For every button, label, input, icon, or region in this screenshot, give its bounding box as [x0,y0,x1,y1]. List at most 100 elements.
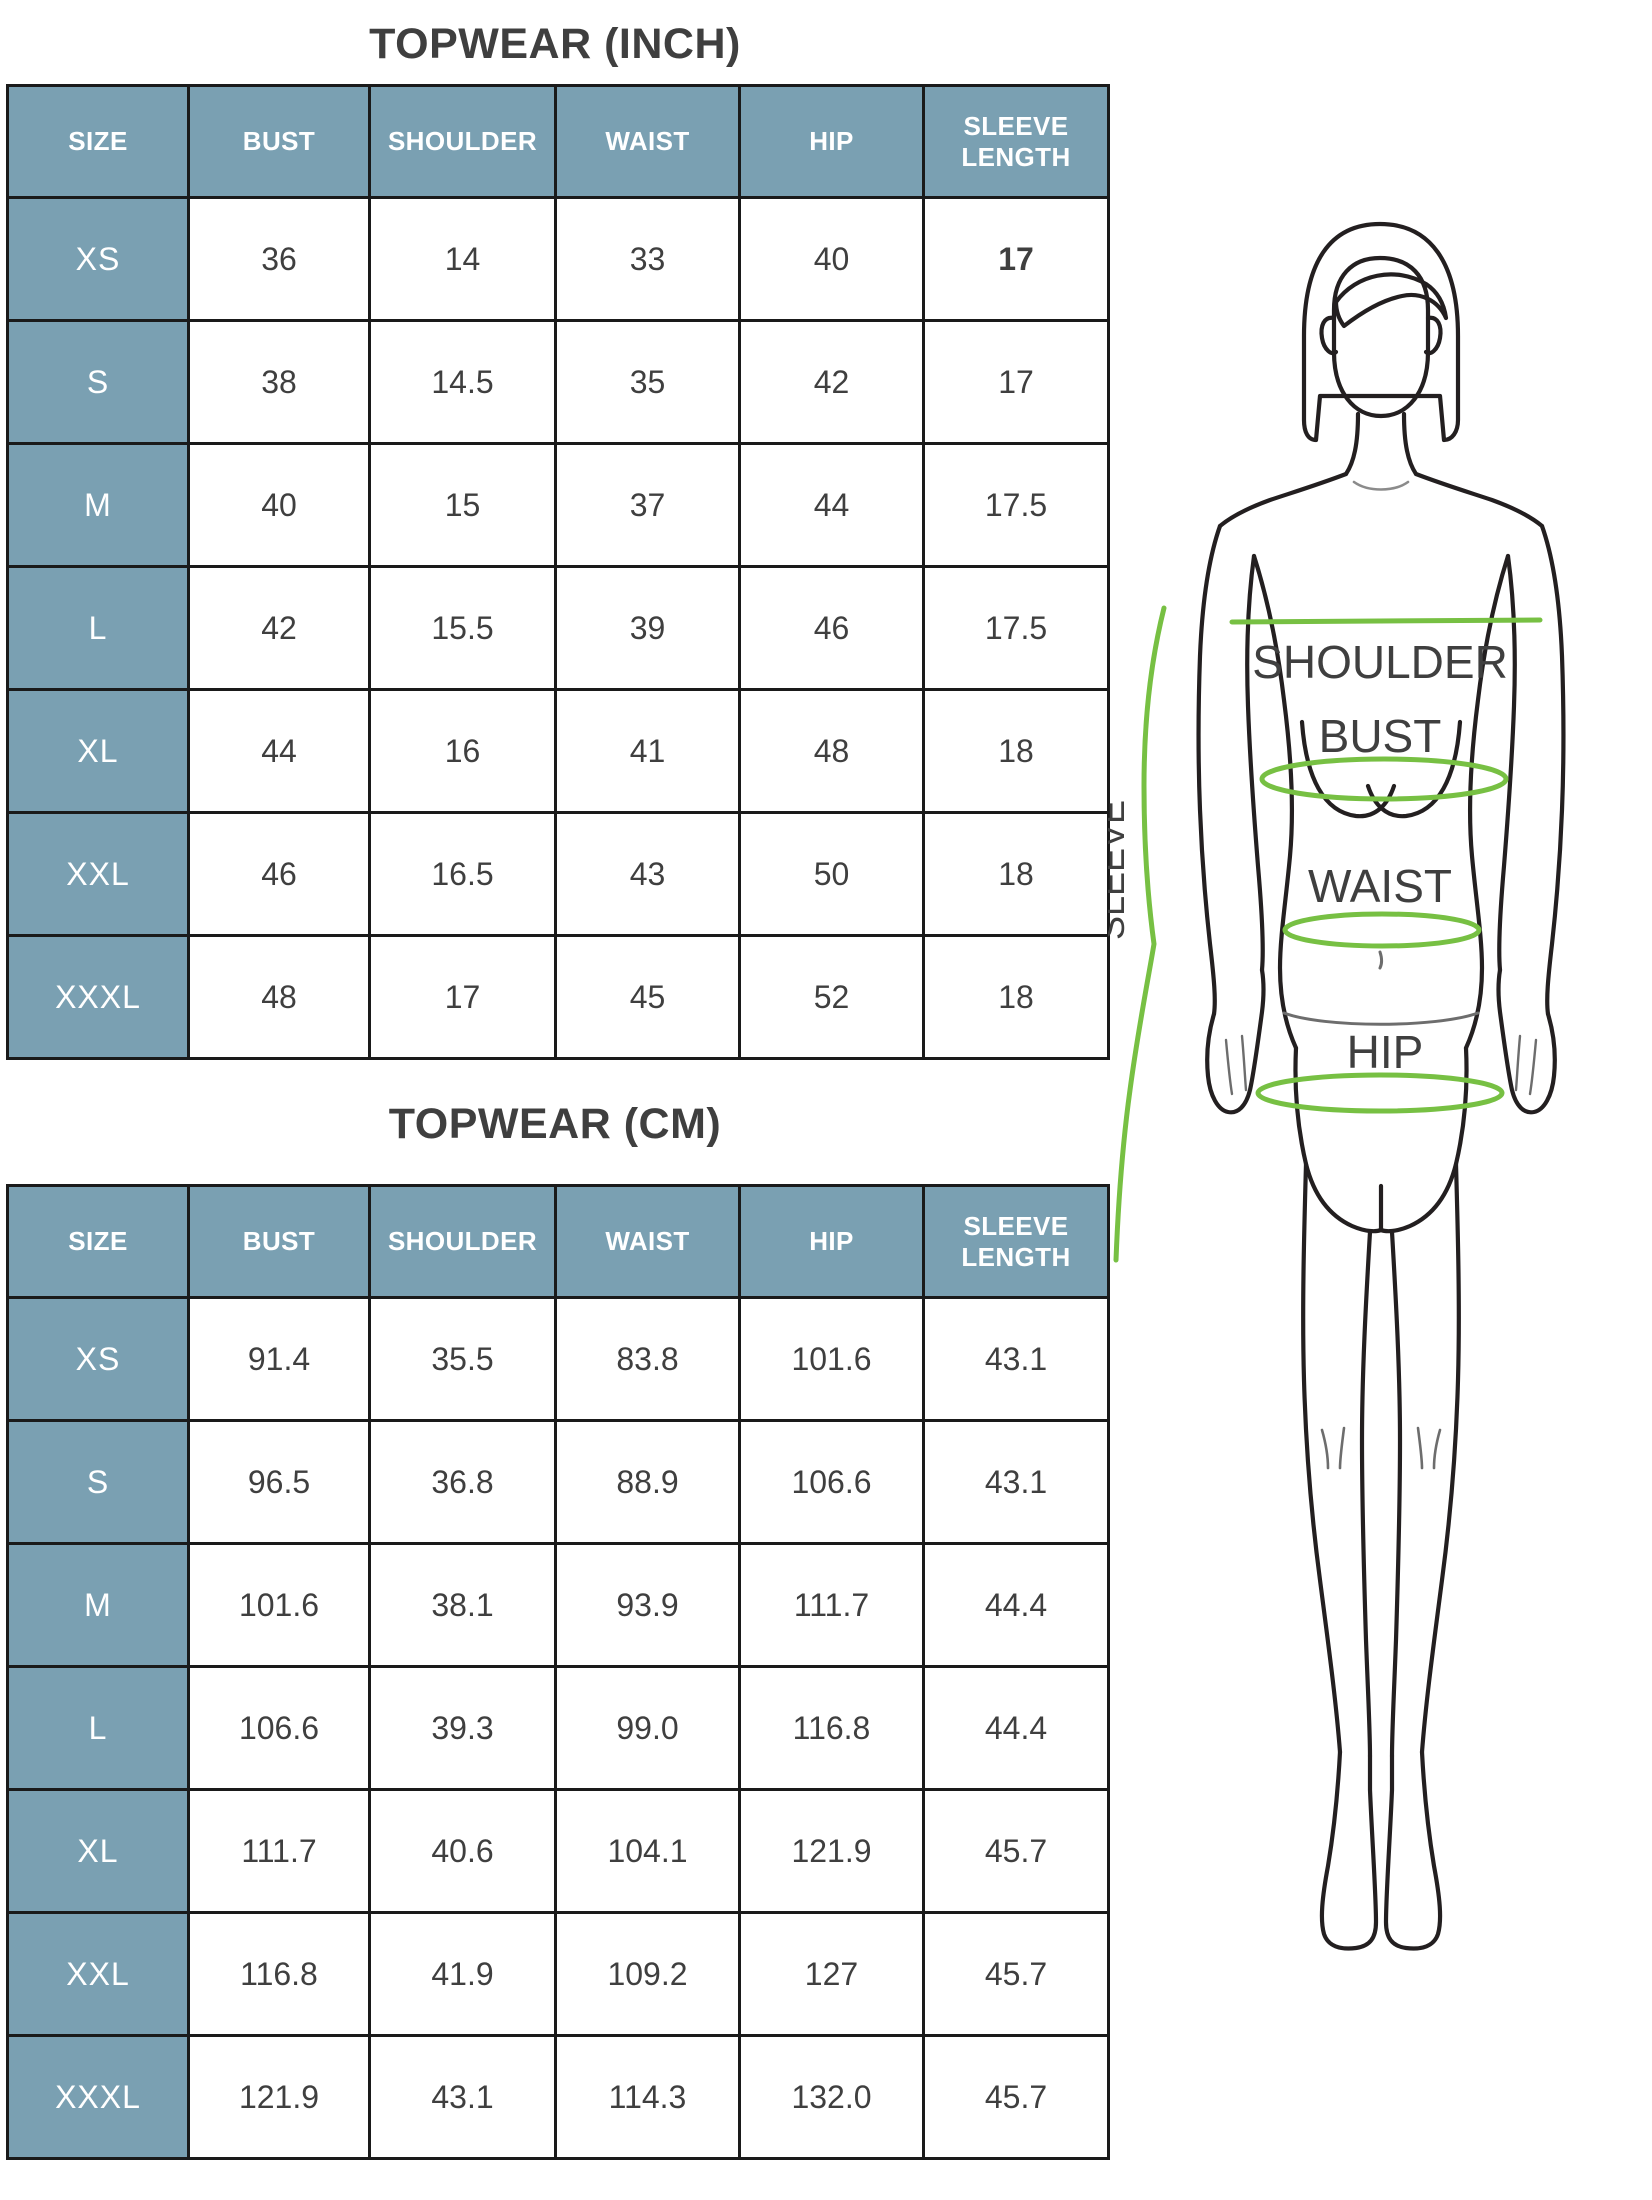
col-header-size: SIZE [6,84,190,199]
cell-hip: 116.8 [738,1665,925,1791]
cell-sleeve-length: 44.4 [922,1665,1110,1791]
table-row: L 106.6 39.3 99.0 116.8 44.4 [6,1665,1110,1791]
col-header-waist: WAIST [554,84,741,199]
cell-shoulder: 43.1 [368,2034,557,2160]
cell-waist: 114.3 [554,2034,741,2160]
diagram-label-waist: WAIST [1308,860,1452,912]
table-title-inch: TOPWEAR (INCH) [369,20,741,68]
cell-bust: 91.4 [187,1296,371,1422]
cell-bust: 44 [187,688,371,814]
size-tables-column: TOPWEAR (INCH) SIZE BUST SHOULDER WAIST … [6,20,1110,2160]
col-header-sleeve-length: SLEEVE LENGTH [922,1184,1110,1299]
sleeve-length-line1: SLEEVE [963,1210,1069,1241]
cell-size: XXXL [6,934,190,1060]
cell-sleeve-length: 43.1 [922,1419,1110,1545]
cell-bust: 121.9 [187,2034,371,2160]
cell-waist: 45 [554,934,741,1060]
table-row: XS 36 14 33 40 17 [6,196,1110,322]
cell-waist: 35 [554,319,741,445]
col-header-shoulder: SHOULDER [368,84,557,199]
cell-size: M [6,1542,190,1668]
cell-hip: 42 [738,319,925,445]
cell-size: XS [6,196,190,322]
sleeve-length-line2: LENGTH [961,1241,1071,1272]
cell-waist: 109.2 [554,1911,741,2037]
cell-shoulder: 14.5 [368,319,557,445]
table-row: S 38 14.5 35 42 17 [6,319,1110,445]
cell-sleeve-length: 18 [922,688,1110,814]
table-title-cm: TOPWEAR (CM) [388,1100,722,1148]
cell-waist: 99.0 [554,1665,741,1791]
cell-hip: 106.6 [738,1419,925,1545]
col-header-hip: HIP [738,1184,925,1299]
cell-bust: 101.6 [187,1542,371,1668]
cell-waist: 83.8 [554,1296,741,1422]
cell-bust: 40 [187,442,371,568]
col-header-shoulder: SHOULDER [368,1184,557,1299]
cell-shoulder: 41.9 [368,1911,557,2037]
cell-sleeve-length: 18 [922,934,1110,1060]
cell-shoulder: 38.1 [368,1542,557,1668]
cell-waist: 33 [554,196,741,322]
cell-bust: 46 [187,811,371,937]
cell-hip: 48 [738,688,925,814]
diagram-label-hip: HIP [1347,1026,1424,1078]
cell-bust: 116.8 [187,1911,371,2037]
cell-shoulder: 16.5 [368,811,557,937]
table-row: XL 44 16 41 48 18 [6,688,1110,814]
cell-size: S [6,1419,190,1545]
table-row: M 40 15 37 44 17.5 [6,442,1110,568]
cell-size: L [6,1665,190,1791]
sleeve-length-line1: SLEEVE [963,110,1069,141]
cell-shoulder: 39.3 [368,1665,557,1791]
col-header-sleeve-length: SLEEVE LENGTH [922,84,1110,199]
cell-shoulder: 15 [368,442,557,568]
cell-hip: 52 [738,934,925,1060]
cell-bust: 36 [187,196,371,322]
col-header-size: SIZE [6,1184,190,1299]
cell-sleeve-length: 44.4 [922,1542,1110,1668]
cell-bust: 42 [187,565,371,691]
cell-size: XXL [6,811,190,937]
waist-measure-ellipse [1282,911,1482,949]
cell-size: S [6,319,190,445]
cell-bust: 106.6 [187,1665,371,1791]
cell-hip: 40 [738,196,925,322]
table-row: XS 91.4 35.5 83.8 101.6 43.1 [6,1296,1110,1422]
col-header-bust: BUST [187,84,371,199]
cell-size: M [6,442,190,568]
cell-hip: 50 [738,811,925,937]
cell-sleeve-length: 45.7 [922,2034,1110,2160]
table-header-row: SIZE BUST SHOULDER WAIST HIP SLEEVE LENG… [6,1184,1110,1299]
cell-size: XXL [6,1911,190,2037]
cell-hip: 111.7 [738,1542,925,1668]
body-outline [1196,221,1566,1951]
table-row: L 42 15.5 39 46 17.5 [6,565,1110,691]
cell-shoulder: 35.5 [368,1296,557,1422]
cell-sleeve-length: 17.5 [922,565,1110,691]
cell-hip: 46 [738,565,925,691]
cell-shoulder: 36.8 [368,1419,557,1545]
female-body-measurement-diagram: SHOULDER BUST WAIST HIP SLEEVE [1108,221,1566,1951]
cell-shoulder: 17 [368,934,557,1060]
cell-size: XL [6,1788,190,1914]
cell-sleeve-length: 17 [922,196,1110,322]
measurement-guides [1113,605,1543,1263]
table-row: XXXL 121.9 43.1 114.3 132.0 45.7 [6,2034,1110,2160]
table-row: XL 111.7 40.6 104.1 121.9 45.7 [6,1788,1110,1914]
cell-size: XXXL [6,2034,190,2160]
diagram-label-shoulder: SHOULDER [1252,636,1508,688]
table-row: XXL 46 16.5 43 50 18 [6,811,1110,937]
cell-hip: 101.6 [738,1296,925,1422]
table-row: S 96.5 36.8 88.9 106.6 43.1 [6,1419,1110,1545]
cell-shoulder: 15.5 [368,565,557,691]
cell-waist: 43 [554,811,741,937]
cell-hip: 44 [738,442,925,568]
cell-sleeve-length: 45.7 [922,1788,1110,1914]
col-header-hip: HIP [738,84,925,199]
sleeve-measure-line [1113,605,1167,1263]
col-header-waist: WAIST [554,1184,741,1299]
cell-sleeve-length: 43.1 [922,1296,1110,1422]
cell-hip: 121.9 [738,1788,925,1914]
